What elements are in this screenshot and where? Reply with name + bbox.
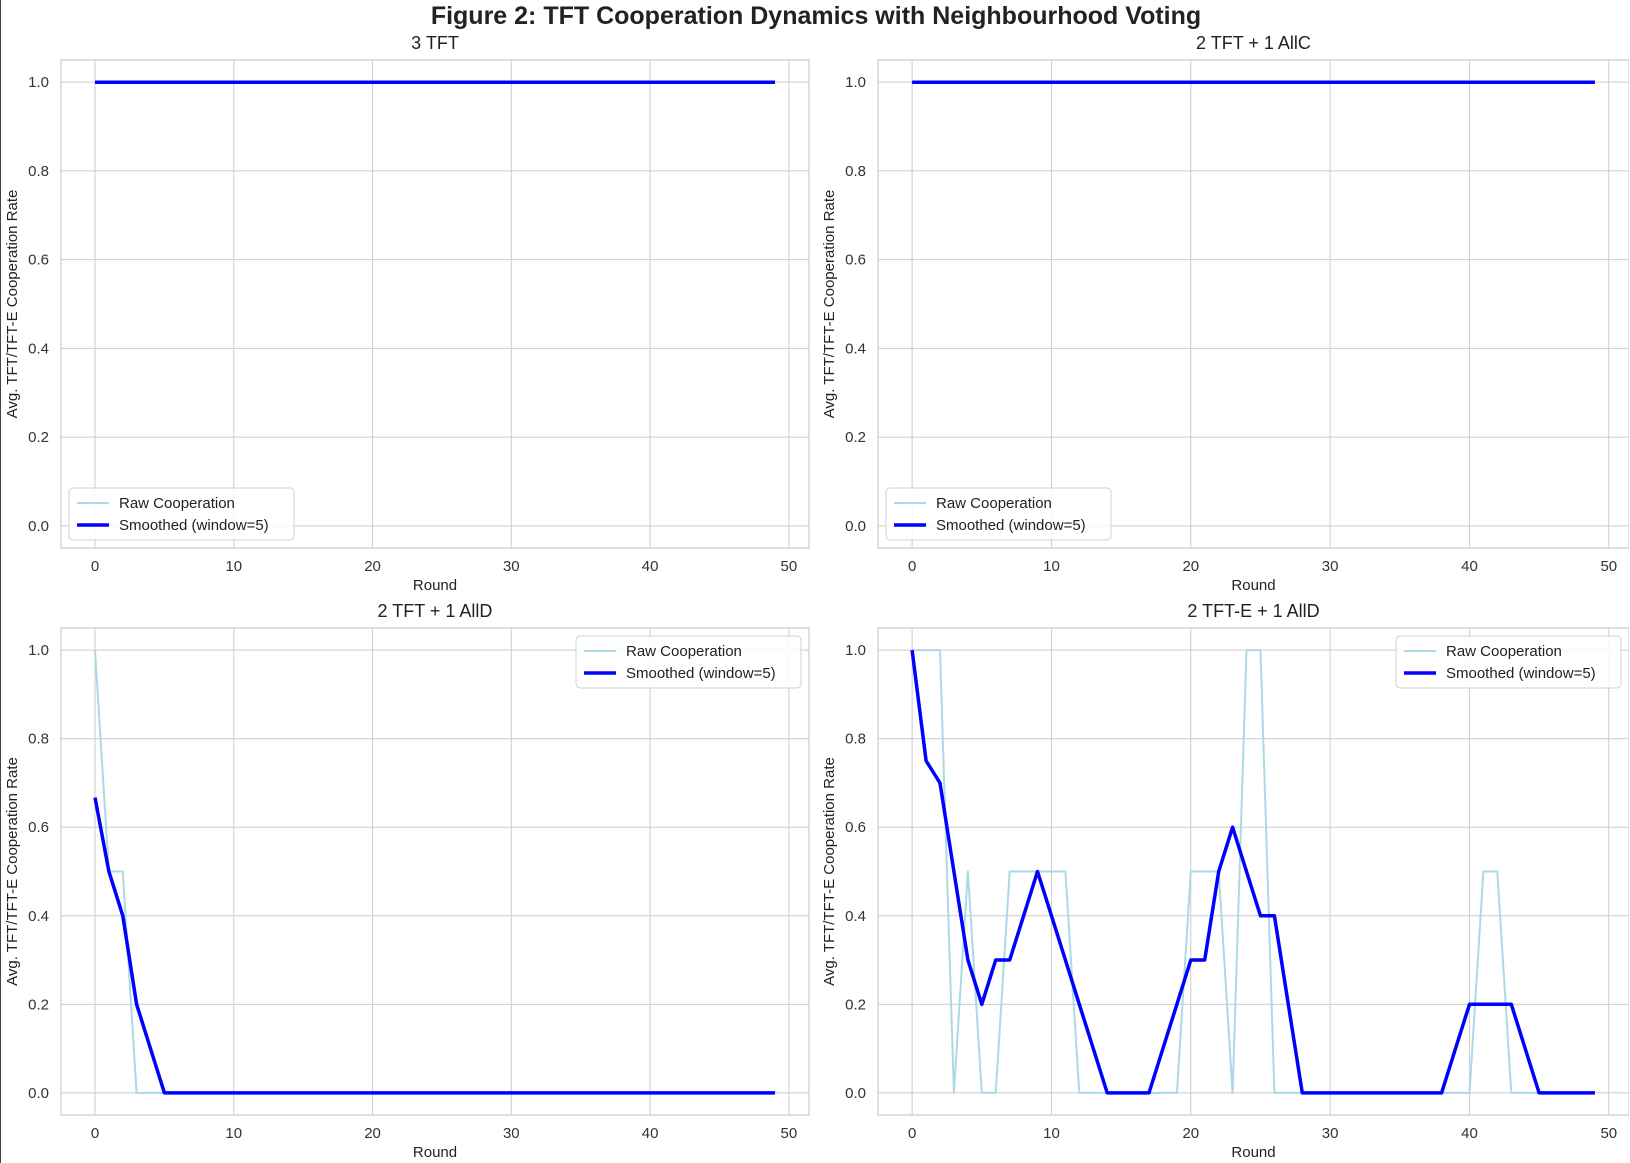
subplot-title: 3 TFT [411,33,459,53]
subplot-1: 0 10 20 30 40 50 0.0 0.2 0.4 0.6 0.8 1.0 3 TFT Round A… [4,33,810,594]
y-axis-label: Avg. TFT/TFT-E Cooperation Rate [4,757,21,986]
x-axis-label: Round [1231,1144,1275,1161]
x-tick-label: 50 [781,1125,798,1142]
plot-frame [877,59,1629,549]
raw-cooperation-line [912,649,1595,1094]
x-tick-label: 20 [364,1125,381,1142]
y-tick-label: 0.6 [28,819,49,836]
smoothed-line [910,649,1595,1095]
figure-title: Figure 2: TFT Cooperation Dynamics with … [430,2,1202,30]
subplot-title: 2 TFT-E + 1 AllD [1187,601,1319,621]
y-axis-label: Avg. TFT/TFT-E Cooperation Rate [821,757,838,986]
x-tick-label: 40 [1461,1125,1478,1142]
x-tick-label: 10 [1043,558,1060,575]
x-tick-label: 40 [1461,558,1478,575]
x-tick-label: 0 [908,1125,916,1142]
x-tick-label: 10 [1043,1125,1060,1142]
y-tick-label: 0.0 [845,1085,866,1102]
y-axis-label: Avg. TFT/TFT-E Cooperation Rate [821,190,838,419]
legend-box [885,487,1112,541]
y-tick-label: 0.0 [28,1085,49,1102]
legend-box [1395,635,1622,689]
legend-box [575,635,802,689]
x-tick-label: 0 [91,558,99,575]
y-tick-label: 0.4 [28,340,49,357]
y-tick-label: 1.0 [845,74,866,91]
smoothed-line [93,797,775,1095]
y-tick-label: 1.0 [845,642,866,659]
y-tick-label: 0.4 [845,340,866,357]
y-tick-label: 0.2 [845,429,866,446]
y-tick-label: 0.2 [28,996,49,1013]
y-tick-label: 1.0 [28,642,49,659]
legend-label: Raw Cooperation [936,495,1052,512]
legend: Raw Cooperation Smoothed (window=5) [575,635,802,689]
x-tick-label: 0 [91,1125,99,1142]
x-tick-label: 10 [225,558,242,575]
y-tick-label: 1.0 [28,74,49,91]
y-tick-label: 0.8 [845,163,866,180]
y-tick-label: 0.6 [28,252,49,269]
x-tick-label: 40 [642,558,659,575]
y-tick-label: 0.2 [28,429,49,446]
y-tick-label: 0.6 [845,819,866,836]
legend-label: Smoothed (window=5) [626,665,776,682]
legend: Raw Cooperation Smoothed (window=5) [1395,635,1622,689]
y-tick-label: 0.0 [845,518,866,535]
x-tick-label: 20 [1182,1125,1199,1142]
y-tick-label: 0.0 [28,518,49,535]
x-tick-label: 20 [1182,558,1199,575]
subplot-4: 0 10 20 30 40 50 0.0 0.2 0.4 0.6 0.8 1.0 2 TFT-E + 1… [821,601,1629,1161]
x-tick-label: 50 [1600,558,1617,575]
y-tick-label: 0.8 [845,731,866,748]
subplot-title: 2 TFT + 1 AllC [1196,33,1311,53]
x-axis-label: Round [413,577,457,594]
subplot-2: 0 10 20 30 40 50 0.0 0.2 0.4 0.6 0.8 1.0 2 TFT + 1 A… [821,33,1629,594]
y-tick-label: 0.8 [28,731,49,748]
y-tick-label: 0.4 [28,908,49,925]
x-axis-label: Round [413,1144,457,1161]
legend-label: Raw Cooperation [1446,643,1562,660]
plot-frame [877,627,1629,1116]
legend-label: Raw Cooperation [119,495,235,512]
legend: Raw Cooperation Smoothed (window=5) [885,487,1112,541]
x-tick-label: 50 [1600,1125,1617,1142]
y-axis-label: Avg. TFT/TFT-E Cooperation Rate [4,190,21,419]
legend-label: Smoothed (window=5) [119,517,269,534]
subplot-3: 0 10 20 30 40 50 0.0 0.2 0.4 0.6 0.8 1.0 2 TFT + 1 A… [4,601,810,1161]
legend-label: Smoothed (window=5) [936,517,1086,534]
plot-frame [60,627,810,1116]
subplot-title: 2 TFT + 1 AllD [378,601,493,621]
legend: Raw Cooperation Smoothed (window=5) [68,487,295,541]
legend-label: Smoothed (window=5) [1446,665,1596,682]
x-tick-label: 50 [781,558,798,575]
legend-box [68,487,295,541]
x-tick-label: 0 [908,558,916,575]
x-tick-label: 30 [1322,558,1339,575]
y-tick-label: 0.6 [845,252,866,269]
y-tick-label: 0.8 [28,163,49,180]
plot-frame [60,59,810,549]
x-tick-label: 20 [364,558,381,575]
x-tick-label: 30 [503,558,520,575]
legend-label: Raw Cooperation [626,643,742,660]
x-tick-label: 40 [642,1125,659,1142]
raw-cooperation-line [94,650,775,1094]
y-tick-label: 0.2 [845,996,866,1013]
x-axis-label: Round [1231,577,1275,594]
x-tick-label: 30 [503,1125,520,1142]
y-tick-label: 0.4 [845,908,866,925]
x-tick-label: 10 [225,1125,242,1142]
x-tick-label: 30 [1322,1125,1339,1142]
